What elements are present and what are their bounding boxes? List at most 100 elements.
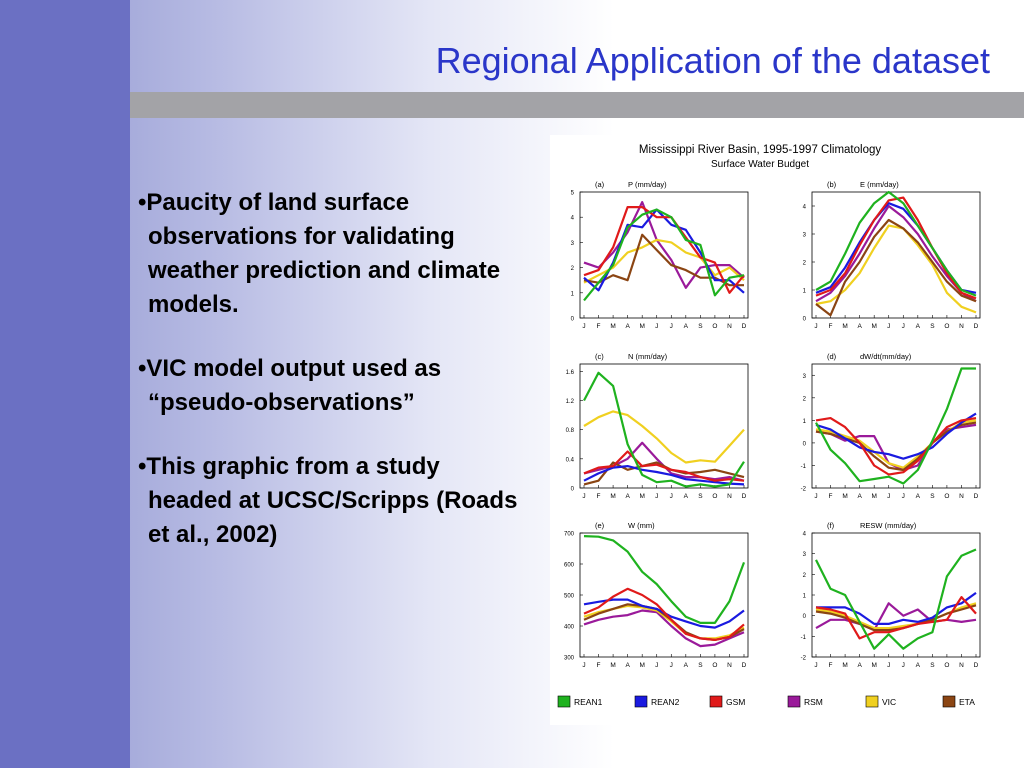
x-tick-label: J — [670, 493, 673, 500]
x-tick-label: J — [655, 662, 658, 669]
panel-b: (b) E (mm/day) 0 1 2 3 4 J F M A M J J A S O N D — [803, 180, 981, 330]
series-line-eta — [583, 603, 745, 641]
series-line-rsm — [583, 609, 745, 648]
x-tick-label: F — [829, 323, 833, 330]
x-tick-label: J — [670, 323, 673, 330]
series-line-gsm — [583, 450, 745, 482]
x-tick-label: M — [842, 662, 847, 669]
series-line-rsm — [815, 204, 977, 303]
y-tick-label: 0 — [803, 317, 807, 323]
legend-swatch-gsm — [709, 695, 723, 708]
series-line-rean2 — [815, 412, 977, 460]
x-tick-label: J — [670, 662, 673, 669]
series-line-vic — [815, 419, 977, 469]
legend-label: GSM — [726, 697, 745, 707]
legend-swatch-rean1 — [557, 695, 571, 708]
x-tick-label: J — [582, 493, 585, 500]
slide-title: Regional Application of the dataset — [435, 40, 990, 81]
x-tick-label: M — [842, 323, 847, 330]
y-tick-label: -1 — [801, 635, 807, 641]
y-tick-label: 500 — [564, 594, 575, 600]
series-line-gsm — [583, 205, 745, 294]
panel-label: (a) — [595, 180, 605, 189]
x-tick-label: A — [916, 662, 921, 669]
y-tick-label: 1 — [803, 594, 807, 600]
panel-label: (e) — [595, 521, 605, 530]
x-tick-label: S — [698, 493, 703, 500]
x-tick-label: A — [684, 323, 689, 330]
x-tick-label: N — [959, 323, 964, 330]
x-tick-label: J — [902, 323, 905, 330]
x-tick-label: O — [712, 493, 717, 500]
series-line-gsm — [583, 587, 745, 641]
title-rule — [130, 92, 1024, 118]
x-tick-label: S — [698, 323, 703, 330]
bullet-list: •Paucity of land surface observations fo… — [138, 186, 528, 582]
series-line-rean2 — [583, 465, 745, 486]
legend-swatch-eta — [942, 695, 956, 708]
x-tick-label: A — [916, 323, 921, 330]
series-line-vic — [583, 410, 745, 464]
series-line-eta — [583, 233, 744, 287]
x-tick-label: A — [857, 662, 862, 669]
x-tick-label: D — [742, 662, 747, 669]
y-tick-label: 3 — [803, 233, 807, 239]
x-tick-label: F — [829, 493, 833, 500]
y-tick-label: 0.4 — [566, 457, 575, 463]
x-tick-label: A — [857, 323, 862, 330]
series-line-rean1 — [583, 208, 745, 302]
series-line-rsm — [815, 602, 977, 632]
x-tick-label: D — [742, 493, 747, 500]
series-line-rsm — [815, 423, 977, 472]
y-tick-label: 2 — [803, 573, 807, 579]
y-tick-label: 3 — [803, 552, 807, 558]
x-tick-label: M — [610, 662, 615, 669]
y-tick-label: 1.2 — [566, 399, 575, 405]
y-tick-label: 3 — [571, 241, 575, 247]
chart-legend: REAN1 REAN2 GSM RSM VIC ETA — [557, 695, 975, 708]
panel-title: W (mm) — [628, 521, 655, 530]
left-sidebar-band — [0, 0, 130, 768]
x-tick-label: J — [655, 493, 658, 500]
series-line-rean1 — [815, 190, 977, 297]
series-line-vic — [815, 224, 977, 314]
legend-swatch-vic — [865, 695, 879, 708]
y-tick-label: -2 — [801, 656, 807, 662]
x-tick-label: J — [655, 323, 658, 330]
series-line-rean1 — [815, 548, 977, 650]
y-tick-label: 4 — [571, 216, 575, 222]
x-tick-label: A — [857, 493, 862, 500]
x-tick-label: M — [639, 323, 644, 330]
x-tick-label: A — [625, 662, 630, 669]
y-tick-label: 2 — [803, 396, 807, 402]
panel-label: (c) — [595, 352, 604, 361]
series-line-gsm — [815, 417, 977, 476]
series-line-rean2 — [816, 592, 977, 625]
x-tick-label: F — [597, 323, 601, 330]
x-tick-label: D — [974, 323, 979, 330]
series-line-vic — [583, 238, 745, 284]
bullet-item: •This graphic from a study headed at UCS… — [138, 453, 518, 548]
x-tick-label: J — [887, 662, 890, 669]
x-tick-label: A — [684, 662, 689, 669]
y-tick-label: 600 — [564, 563, 575, 569]
y-tick-label: 1.6 — [566, 370, 575, 376]
y-tick-label: 1 — [571, 291, 575, 297]
x-tick-label: O — [944, 493, 949, 500]
panel-d: (d) dW/dt(mm/day) -2 -1 0 1 2 3 J F M A M J J A S O N D — [801, 352, 981, 500]
panel-title: N (mm/day) — [628, 352, 668, 361]
panel-e: (e) W (mm) 300 400 500 600 700 J F M A M J J A S O N D — [564, 521, 749, 669]
x-tick-label: A — [916, 493, 921, 500]
x-tick-label: M — [610, 493, 615, 500]
y-tick-label: 3 — [803, 374, 807, 380]
x-tick-label: J — [887, 493, 890, 500]
y-tick-label: 1 — [803, 419, 807, 425]
x-tick-label: N — [727, 493, 732, 500]
panel-title: E (mm/day) — [860, 180, 899, 189]
panel-title: dW/dt(mm/day) — [860, 352, 912, 361]
x-tick-label: F — [829, 662, 833, 669]
panel-label: (f) — [827, 521, 835, 530]
panel-a: (a) P (mm/day) 0 1 2 3 4 5 J F M A M J J A S O N D — [571, 180, 749, 330]
x-tick-label: A — [684, 493, 689, 500]
series-line-rean1 — [583, 371, 745, 488]
